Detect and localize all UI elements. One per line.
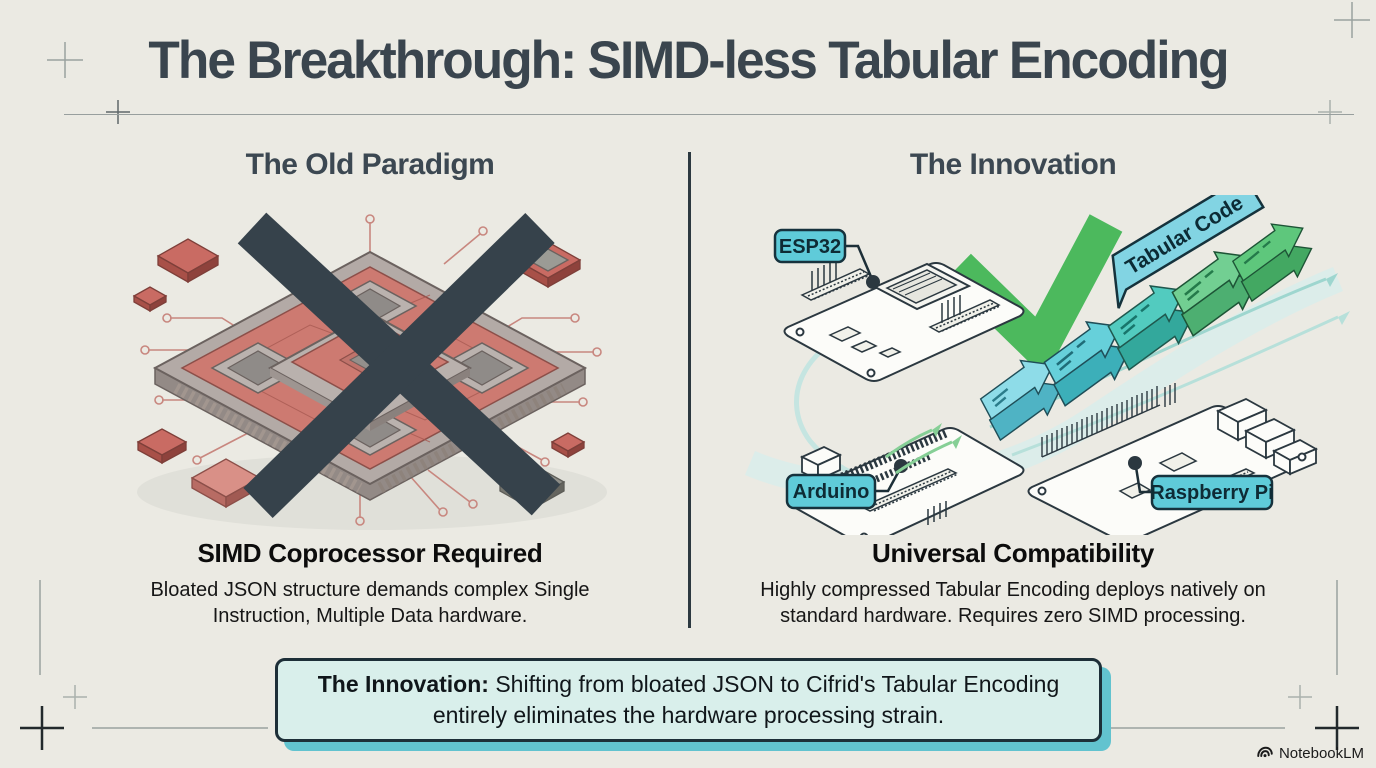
notebooklm-wordmark: NotebookLM: [1278, 744, 1364, 762]
old-paradigm-subheading: SIMD Coprocessor Required: [197, 538, 543, 568]
notebooklm-logo-icon: [1257, 746, 1273, 758]
title-underline: [64, 114, 1354, 115]
innovation-body: Highly compressed Tabular Encoding deplo…: [760, 579, 1266, 627]
old-paradigm-body: Bloated JSON structure demands complex S…: [150, 579, 590, 627]
innovation-callout-box: The Innovation: Shifting from bloated JS…: [275, 658, 1102, 742]
innovation-subheading: Universal Compatibility: [871, 538, 1155, 568]
old-paradigm-heading: The Old Paradigm: [245, 148, 495, 181]
callout-lead: The Innovation:: [317, 670, 489, 697]
page-title: The Breakthrough: SIMD-less Tabular Enco…: [148, 31, 1229, 90]
notebooklm-brand: NotebookLM: [1256, 744, 1364, 762]
innovation-heading: The Innovation: [909, 148, 1117, 181]
column-divider: [688, 152, 691, 628]
callout-text: The Innovation: Shifting from bloated JS…: [317, 670, 1060, 728]
